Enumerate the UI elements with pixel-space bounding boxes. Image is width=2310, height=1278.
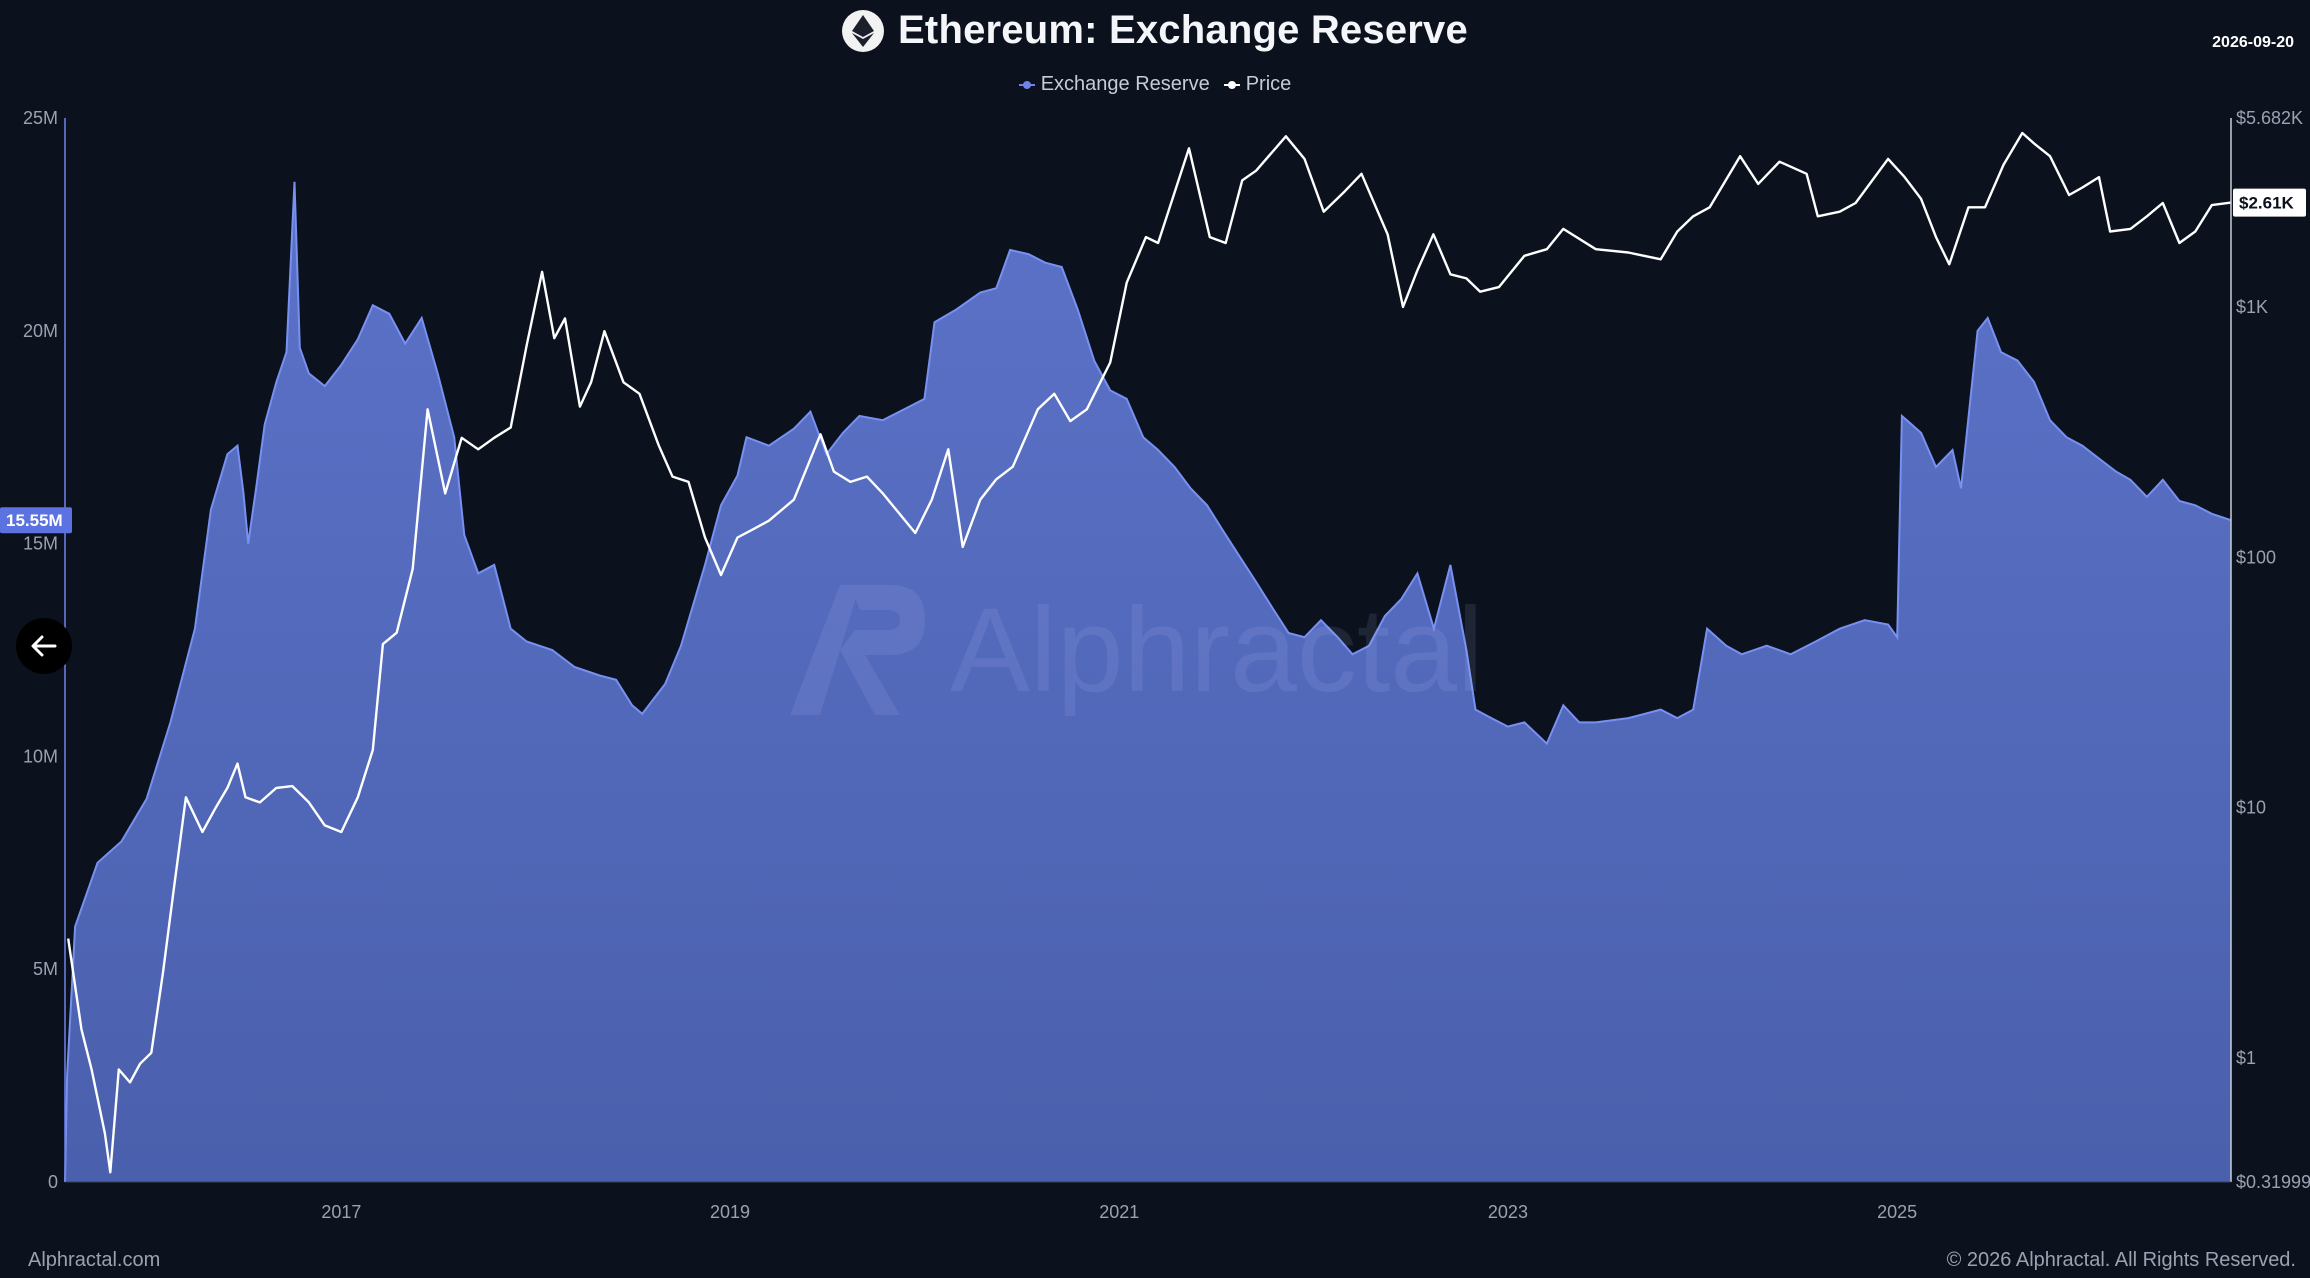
right-tick-label: $1K [2236,297,2268,317]
right-tick-label: $10 [2236,798,2266,818]
left-tick-label: 15M [23,534,58,554]
right-tick-label: $100 [2236,547,2276,567]
x-tick-label: 2023 [1488,1202,1528,1222]
legend-label: Price [1245,73,1292,95]
exchange-reserve-line [64,181,2232,1183]
x-tick-label: 2021 [1099,1202,1139,1222]
chart-title: Ethereum: Exchange Reserve [898,8,1468,52]
legend-item-price[interactable]: Price [1223,73,1292,96]
x-tick-label: 2017 [321,1202,361,1222]
current-price-badge: $2.61K [2233,188,2306,217]
footer-copyright: © 2026 Alphractal. All Rights Reserved. [1946,1249,2296,1271]
x-tick-label: 2025 [1877,1202,1917,1222]
left-tick-label: 25M [23,108,58,128]
current-reserve-badge: 15.55M [0,507,72,534]
x-axis: 2017 2019 2021 2023 2025 [321,1202,1917,1222]
price-line [67,131,2232,1174]
ethereum-icon [842,9,885,52]
left-axis: 0 5M 10M 15M 20M 25M [23,108,58,1192]
left-tick-label: 0 [48,1172,58,1192]
legend: Exchange Reserve Price [0,73,2310,96]
legend-item-exchange-reserve[interactable]: Exchange Reserve [1018,73,1210,96]
right-tick-label: $0.31999 [2236,1172,2310,1192]
left-tick-label: 10M [23,746,58,766]
exchange-reserve-area [65,181,2231,1183]
left-tick-label: 20M [23,321,58,341]
legend-label: Exchange Reserve [1040,73,1210,95]
svg-text:$2.61K: $2.61K [2239,194,2295,213]
right-tick-label: $5.682K [2236,108,2303,128]
right-axis: $0.31999 $1 $10 $100 $1K $5.682K [2236,108,2310,1192]
x-tick-label: 2019 [710,1202,750,1222]
svg-text:15.55M: 15.55M [6,511,63,530]
back-button[interactable] [16,618,72,674]
arrow-left-icon [31,635,57,657]
date-label: 2026-09-20 [2212,34,2294,51]
footer-site[interactable]: Alphractal.com [28,1249,161,1271]
chart-header: Ethereum: Exchange Reserve [0,8,2310,53]
right-tick-label: $1 [2236,1048,2256,1068]
left-tick-label: 5M [33,959,58,979]
